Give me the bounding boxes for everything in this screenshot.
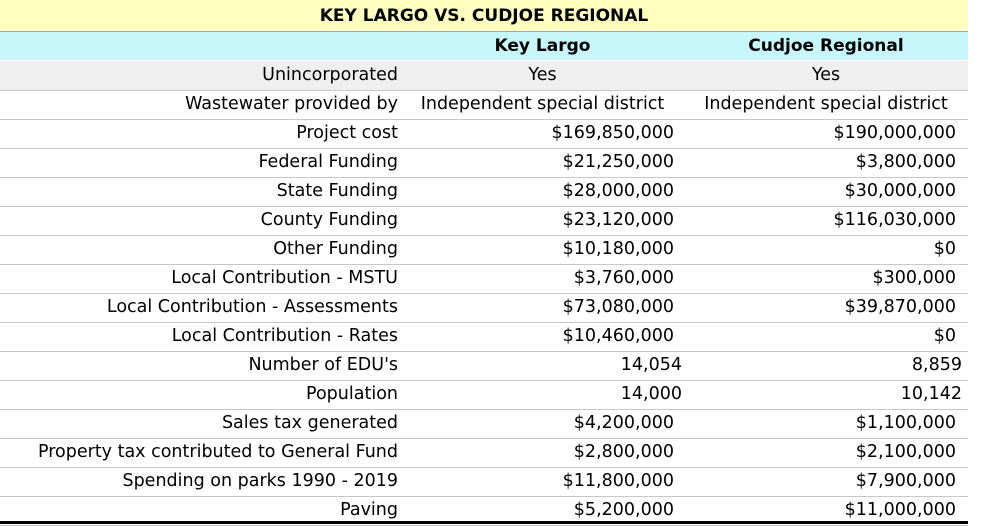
cell-key-largo: Yes bbox=[528, 65, 557, 85]
cell-key-largo: 14,000 bbox=[620, 384, 682, 404]
cell-cudjoe: $30,000,000 bbox=[844, 181, 956, 201]
column-header-row: Key Largo Cudjoe Regional bbox=[0, 32, 968, 60]
row-label: County Funding bbox=[260, 210, 398, 230]
cell-key-largo: Independent special district bbox=[420, 94, 665, 114]
table-row: Number of EDU's 14,054 8,859 bbox=[0, 351, 968, 381]
table-row: Local Contribution - Rates $10,460,000 $0 bbox=[0, 322, 968, 352]
cell-cudjoe: $300,000 bbox=[872, 268, 956, 288]
table-row: Unincorporated Yes Yes bbox=[0, 61, 968, 91]
column-header-cudjoe: Cudjoe Regional bbox=[748, 36, 904, 56]
table-row: State Funding $28,000,000 $30,000,000 bbox=[0, 177, 968, 207]
cell-cudjoe: Independent special district bbox=[704, 94, 948, 114]
cell-key-largo: $11,800,000 bbox=[562, 471, 674, 491]
table-row: Federal Funding $21,250,000 $3,800,000 bbox=[0, 148, 968, 178]
table-row: Spending on parks 1990 - 2019 $11,800,000… bbox=[0, 467, 968, 497]
table-row: Property tax contributed to General Fund… bbox=[0, 438, 968, 468]
row-label: Local Contribution - MSTU bbox=[171, 268, 398, 288]
row-label: Federal Funding bbox=[258, 152, 398, 172]
cell-key-largo: 14,054 bbox=[620, 355, 682, 375]
cell-cudjoe: $7,900,000 bbox=[855, 471, 956, 491]
cell-key-largo: $169,850,000 bbox=[551, 123, 674, 143]
cell-cudjoe: 8,859 bbox=[911, 355, 962, 375]
row-label: Population bbox=[306, 384, 398, 404]
row-label: Paving bbox=[340, 500, 398, 520]
cell-cudjoe: 10,142 bbox=[900, 384, 962, 404]
cell-key-largo: $2,800,000 bbox=[573, 442, 674, 462]
column-header-key-largo: Key Largo bbox=[494, 36, 591, 56]
cell-key-largo: $10,180,000 bbox=[562, 239, 674, 259]
table-row: Sales tax generated $4,200,000 $1,100,000 bbox=[0, 409, 968, 439]
cell-key-largo: $23,120,000 bbox=[562, 210, 674, 230]
cell-key-largo: $21,250,000 bbox=[562, 152, 674, 172]
cell-cudjoe: $2,100,000 bbox=[855, 442, 956, 462]
cell-key-largo: $73,080,000 bbox=[562, 297, 674, 317]
cell-key-largo: $3,760,000 bbox=[573, 268, 674, 288]
cell-cudjoe: $190,000,000 bbox=[833, 123, 956, 143]
row-label: Sales tax generated bbox=[221, 413, 398, 433]
cell-cudjoe: Yes bbox=[811, 65, 841, 85]
table-row: Other Funding $10,180,000 $0 bbox=[0, 235, 968, 265]
row-label: Property tax contributed to General Fund bbox=[37, 442, 398, 462]
cell-cudjoe: $0 bbox=[933, 326, 956, 346]
table-row: Project cost $169,850,000 $190,000,000 bbox=[0, 119, 968, 149]
cell-cudjoe: $39,870,000 bbox=[844, 297, 956, 317]
row-label: State Funding bbox=[276, 181, 398, 201]
row-label: Spending on parks 1990 - 2019 bbox=[122, 471, 398, 491]
cell-key-largo: $5,200,000 bbox=[573, 500, 674, 520]
cell-cudjoe: $11,000,000 bbox=[844, 500, 956, 520]
cell-key-largo: $28,000,000 bbox=[562, 181, 674, 201]
table-row: Local Contribution - MSTU $3,760,000 $300,… bbox=[0, 264, 968, 294]
cell-cudjoe: $0 bbox=[933, 239, 956, 259]
row-label: Number of EDU's bbox=[248, 355, 398, 375]
row-label: Other Funding bbox=[273, 239, 398, 259]
cell-key-largo: $10,460,000 bbox=[562, 326, 674, 346]
table-row: County Funding $23,120,000 $116,030,000 bbox=[0, 206, 968, 236]
cell-cudjoe: $116,030,000 bbox=[833, 210, 956, 230]
table-row: Local Contribution - Assessments $73,080,… bbox=[0, 293, 968, 323]
table-row: Population 14,000 10,142 bbox=[0, 380, 968, 410]
cell-cudjoe: $1,100,000 bbox=[855, 413, 956, 433]
cell-cudjoe: $3,800,000 bbox=[855, 152, 956, 172]
row-label: Project cost bbox=[296, 123, 398, 143]
row-label: Wastewater provided by bbox=[185, 94, 398, 114]
table-title: KEY LARGO VS. CUDJOE REGIONAL bbox=[0, 0, 968, 32]
bottom-border bbox=[0, 521, 968, 524]
table-row: Wastewater provided by Independent specia… bbox=[0, 90, 968, 120]
cell-key-largo: $4,200,000 bbox=[573, 413, 674, 433]
row-label: Unincorporated bbox=[262, 65, 398, 85]
row-label: Local Contribution - Rates bbox=[171, 326, 398, 346]
row-label: Local Contribution - Assessments bbox=[106, 297, 398, 317]
